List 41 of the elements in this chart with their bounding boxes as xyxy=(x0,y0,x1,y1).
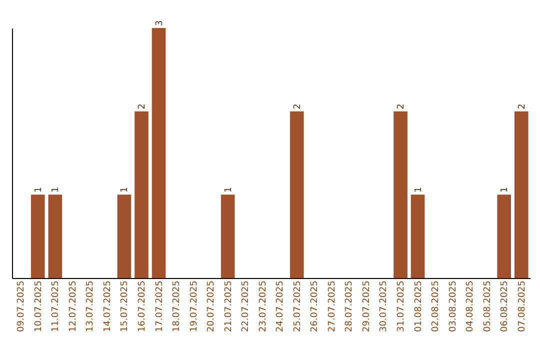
x-tick-label: 07.08.2025 xyxy=(517,280,528,332)
x-tick-label: 04.08.2025 xyxy=(466,280,476,332)
x-tick-label: 24.07.2025 xyxy=(276,280,286,332)
x-tick-label: 09.07.2025 xyxy=(16,280,27,332)
x-tick-label: 14.07.2025 xyxy=(102,280,113,332)
data-label: 1 xyxy=(500,186,510,193)
x-tick-label: 20.07.2025 xyxy=(206,280,217,332)
x-tick-label: 13.07.2025 xyxy=(86,280,96,332)
x-tick-label: 30.07.2025 xyxy=(379,280,390,332)
x-tick-label: 12.07.2025 xyxy=(68,280,78,332)
x-tick-label: 02.08.2025 xyxy=(431,280,442,332)
x-tick-label: 18.07.2025 xyxy=(172,280,182,332)
x-tick-label: 01.08.2025 xyxy=(414,280,424,332)
x-tick-label: 17.07.2025 xyxy=(154,280,165,332)
x-tick-label: 19.07.2025 xyxy=(189,280,200,332)
x-tick-label: 28.07.2025 xyxy=(344,280,355,332)
x-tick-label: 21.07.2025 xyxy=(224,280,234,332)
data-label: 1 xyxy=(34,186,44,193)
x-tick-label: 03.08.2025 xyxy=(448,280,458,332)
x-tick-label: 11.07.2025 xyxy=(51,280,62,332)
data-label: 3 xyxy=(154,20,165,26)
x-tick-label: 15.07.2025 xyxy=(120,280,130,332)
x-tick-label: 23.07.2025 xyxy=(258,280,268,332)
x-tick-label: 05.08.2025 xyxy=(482,280,493,332)
x-tick-label: 06.08.2025 xyxy=(500,280,510,332)
data-label: 1 xyxy=(51,186,62,193)
data-label: 2 xyxy=(292,104,303,110)
x-tick-label: 29.07.2025 xyxy=(362,280,372,332)
x-tick-label: 22.07.2025 xyxy=(241,280,252,332)
x-tick-label: 25.07.2025 xyxy=(292,280,303,332)
data-label: 2 xyxy=(138,104,148,110)
x-tick-label: 16.07.2025 xyxy=(138,280,148,332)
x-tick-label: 27.07.2025 xyxy=(327,280,338,332)
x-tick-label: 10.07.2025 xyxy=(34,280,44,332)
data-label: 1 xyxy=(120,186,130,193)
x-tick-label: 26.07.2025 xyxy=(310,280,320,332)
data-label: 1 xyxy=(414,186,424,193)
data-label: 1 xyxy=(224,186,234,193)
x-tick-label: 31.07.2025 xyxy=(396,280,406,332)
data-label: 2 xyxy=(396,104,406,110)
data-label: 2 xyxy=(517,104,528,110)
